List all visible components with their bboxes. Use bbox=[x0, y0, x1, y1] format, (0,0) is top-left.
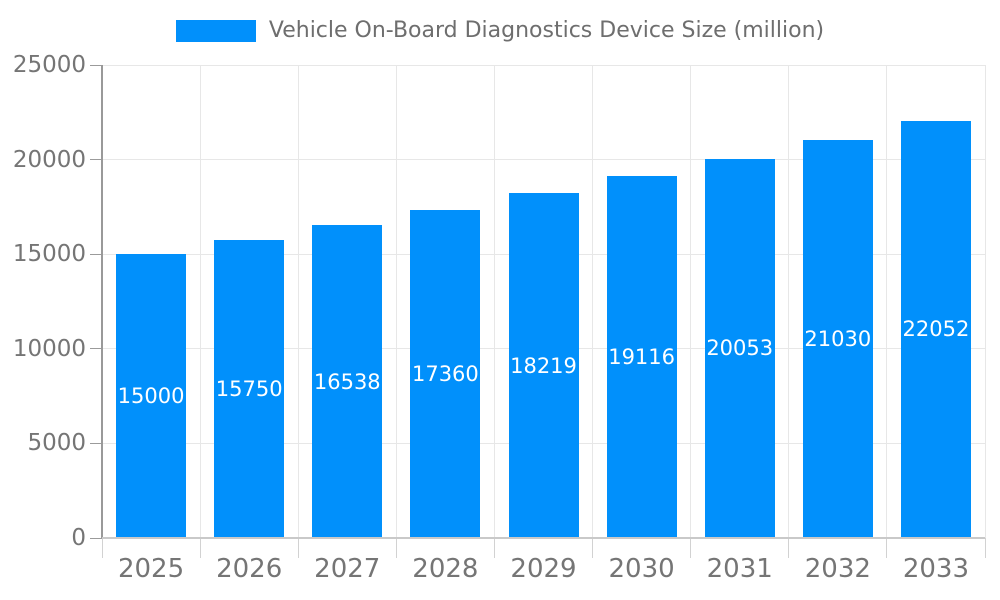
legend-label: Vehicle On-Board Diagnostics Device Size… bbox=[268, 18, 825, 43]
x-axis-tick bbox=[690, 538, 692, 558]
bar-value-label: 16538 bbox=[313, 369, 381, 394]
bar-value-label: 17360 bbox=[411, 361, 479, 386]
y-axis-tick-label: 25000 bbox=[12, 52, 86, 78]
x-axis-tick bbox=[199, 538, 201, 558]
x-gridline bbox=[493, 65, 495, 538]
y-axis-tick bbox=[90, 64, 102, 66]
bar-value-label: 20053 bbox=[706, 336, 774, 361]
y-gridline bbox=[102, 64, 985, 66]
y-axis-tick bbox=[90, 442, 102, 444]
x-axis-tick bbox=[788, 538, 790, 558]
x-axis-tick bbox=[592, 538, 594, 558]
bar-2030[interactable] bbox=[606, 176, 677, 538]
bar-value-label: 15000 bbox=[117, 384, 185, 409]
bar-value-label: 15750 bbox=[215, 377, 283, 401]
x-axis-tick bbox=[493, 538, 495, 558]
x-gridline bbox=[788, 65, 790, 538]
x-axis-tick-label: 2025 bbox=[117, 554, 185, 584]
y-axis-tick-label: 15000 bbox=[12, 241, 86, 268]
x-axis-tick-label: 2033 bbox=[902, 554, 970, 584]
bar-value-label: 19116 bbox=[608, 345, 676, 370]
x-axis-tick-label: 2032 bbox=[804, 554, 871, 584]
y-axis-tick-label: 20000 bbox=[12, 146, 86, 173]
bar-value-label: 22052 bbox=[902, 317, 970, 342]
x-axis-tick bbox=[984, 538, 986, 558]
x-axis-tick-label: 2027 bbox=[314, 554, 381, 584]
y-axis-tick-label: 10000 bbox=[12, 335, 86, 362]
bar-value-label: 18219 bbox=[510, 353, 577, 378]
x-axis-tick bbox=[395, 538, 397, 558]
y-axis-tick-label: 0 bbox=[71, 525, 86, 551]
x-gridline bbox=[984, 65, 986, 538]
x-gridline bbox=[690, 65, 692, 538]
bar-value-label: 21030 bbox=[804, 327, 872, 352]
x-gridline bbox=[886, 65, 888, 538]
bar-2028[interactable] bbox=[410, 209, 481, 538]
bar-2027[interactable] bbox=[312, 225, 383, 538]
legend: Vehicle On-Board Diagnostics Device Size… bbox=[0, 16, 1000, 46]
x-gridline bbox=[395, 65, 397, 538]
bar-2025[interactable] bbox=[116, 254, 187, 538]
y-axis-tick bbox=[90, 159, 102, 161]
x-axis-tick-label: 2028 bbox=[412, 554, 479, 584]
y-gridline bbox=[102, 159, 985, 161]
x-axis-tick bbox=[297, 538, 299, 558]
y-axis-tick bbox=[90, 253, 102, 255]
bar-2033[interactable] bbox=[900, 120, 971, 538]
x-axis-tick-label: 2026 bbox=[216, 554, 283, 584]
x-axis-tick-label: 2029 bbox=[510, 554, 577, 584]
x-gridline bbox=[199, 65, 201, 538]
y-axis-tick bbox=[90, 348, 102, 350]
bar-2029[interactable] bbox=[508, 193, 579, 538]
x-axis-tick bbox=[101, 538, 103, 558]
legend-swatch[interactable] bbox=[175, 20, 256, 42]
x-axis-tick-label: 2031 bbox=[706, 554, 773, 584]
y-axis-line bbox=[101, 65, 103, 538]
y-axis-tick-label: 5000 bbox=[27, 430, 86, 457]
x-axis-tick bbox=[886, 538, 888, 558]
x-gridline bbox=[592, 65, 594, 538]
bar-2026[interactable] bbox=[214, 240, 285, 538]
x-axis-tick-label: 2030 bbox=[608, 554, 675, 584]
x-axis-line bbox=[102, 537, 985, 539]
bar-2031[interactable] bbox=[704, 158, 775, 538]
x-gridline bbox=[297, 65, 299, 538]
y-axis-tick bbox=[90, 537, 102, 539]
bar-2032[interactable] bbox=[802, 140, 873, 538]
